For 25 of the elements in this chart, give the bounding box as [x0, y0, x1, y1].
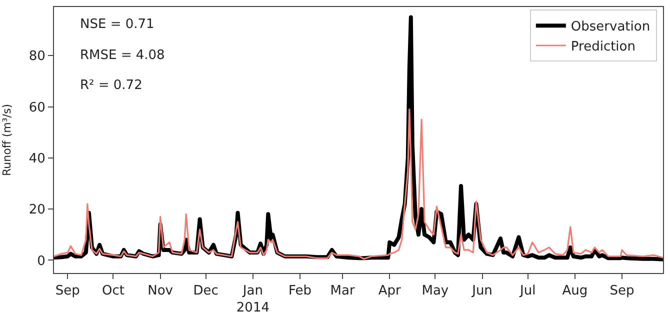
x-tick-label: Oct [102, 284, 124, 299]
x-tick-label: Sep [55, 284, 80, 299]
x-tick-label: Jul [518, 284, 536, 299]
legend-label: Prediction [570, 40, 636, 55]
x-tick-label: Feb [288, 284, 312, 299]
y-tick-label: 0 [37, 254, 46, 269]
x-tick-label: Jan 2014 [236, 284, 270, 316]
x-tick-label: Nov [148, 284, 174, 299]
x-tick-label: May [422, 284, 449, 299]
x-tick-label: Mar [330, 284, 356, 299]
line-series [54, 108, 663, 260]
legend-label: Observation [570, 20, 650, 35]
annotation: RMSE = 4.08 [80, 48, 165, 63]
x-tick-label: Sep [610, 284, 634, 299]
y-axis-title: Runoff (m³/s) [0, 104, 14, 176]
y-tick-label: 60 [28, 100, 46, 116]
x-tick-label: Aug [562, 284, 588, 299]
y-tick-label: 80 [28, 49, 46, 64]
x-tick-label: Jun [471, 284, 492, 299]
annotation: NSE = 0.71 [80, 17, 154, 32]
annotation: R² = 0.72 [80, 78, 142, 93]
y-tick-label: 20 [28, 202, 46, 218]
x-tick-label: Apr [378, 284, 402, 299]
y-tick-label: 40 [28, 151, 46, 166]
x-tick-label: Dec [193, 284, 218, 299]
